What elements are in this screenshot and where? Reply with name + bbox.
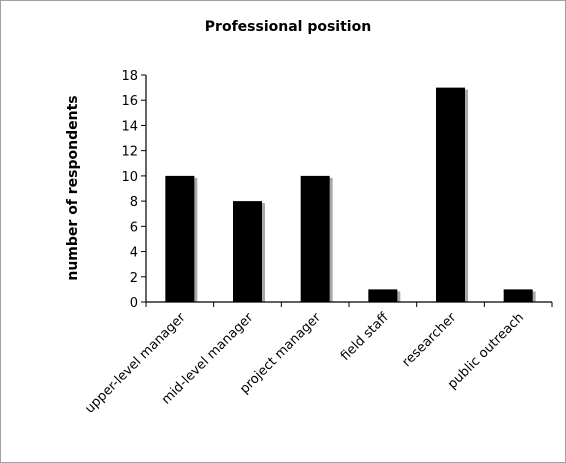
y-tick-label: 14 — [121, 119, 138, 134]
bars — [165, 87, 533, 302]
y-tick-label: 4 — [130, 246, 138, 261]
y-tick-label: 6 — [130, 220, 138, 235]
bar — [368, 289, 398, 302]
y-tick-label: 8 — [130, 195, 138, 210]
bar — [503, 289, 533, 302]
x-tick-label: field staff — [338, 309, 392, 363]
axes — [145, 75, 552, 303]
chart-title: Professional position — [205, 19, 371, 35]
x-tick-label: researcher — [400, 310, 460, 370]
bar — [233, 201, 262, 302]
y-tick-label: 16 — [121, 94, 138, 109]
y-tick-label: 2 — [130, 271, 138, 286]
y-tick-label: 0 — [130, 296, 138, 311]
bar — [436, 87, 465, 302]
bar-shadows — [168, 89, 536, 302]
bar — [165, 175, 195, 302]
y-ticks: 0 2 4 6 8 10 12 14 16 18 — [121, 69, 553, 311]
bar — [300, 175, 330, 302]
y-tick-label: 12 — [121, 145, 138, 160]
y-tick-label: 10 — [121, 170, 138, 185]
y-axis-label: number of respondents — [65, 95, 81, 280]
y-tick-label: 18 — [121, 69, 138, 84]
